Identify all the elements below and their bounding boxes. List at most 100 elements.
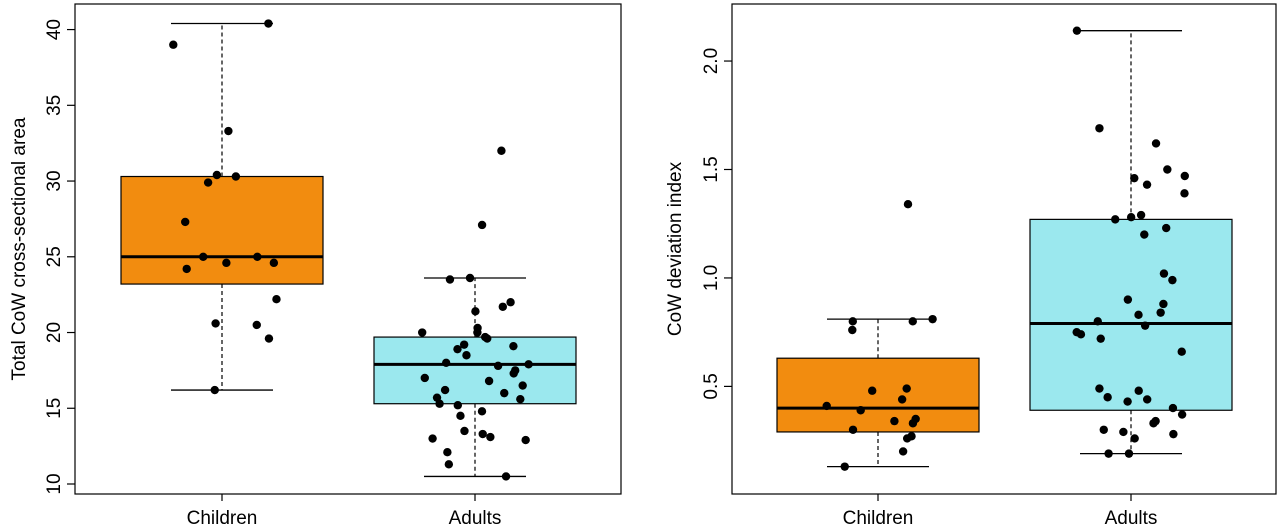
y-tick-label: 1.0 xyxy=(701,265,722,291)
y-tick-label: 40 xyxy=(44,19,65,40)
y-tick-label: 30 xyxy=(44,170,65,191)
data-point xyxy=(203,178,213,187)
data-point xyxy=(1093,317,1102,326)
data-point xyxy=(477,407,487,416)
data-point xyxy=(252,320,261,330)
x-tick-label: Children xyxy=(187,508,258,529)
data-point xyxy=(453,344,462,354)
data-point xyxy=(420,373,429,383)
box-children xyxy=(120,175,324,285)
data-point xyxy=(848,317,857,326)
data-point xyxy=(1151,139,1161,148)
x-tick-label: Adults xyxy=(449,508,502,529)
data-point xyxy=(497,146,506,155)
data-point xyxy=(498,302,508,311)
data-point xyxy=(224,126,233,136)
data-point xyxy=(1177,410,1187,419)
data-point xyxy=(456,411,465,421)
data-point xyxy=(501,472,511,481)
data-point xyxy=(1095,384,1104,393)
data-point xyxy=(902,384,911,393)
y-tick-label: 0.5 xyxy=(701,373,722,399)
data-point xyxy=(1142,395,1152,404)
y-tick-label: 10 xyxy=(44,473,65,494)
data-point xyxy=(253,252,262,261)
data-point xyxy=(1159,269,1169,278)
data-point xyxy=(169,40,178,49)
y-tick-label: 1.5 xyxy=(701,156,722,182)
data-point xyxy=(908,317,917,326)
data-point xyxy=(1162,223,1171,233)
data-point xyxy=(441,358,451,368)
data-point xyxy=(902,434,912,443)
data-point xyxy=(506,298,515,307)
data-point xyxy=(1130,434,1139,443)
data-point xyxy=(897,395,907,404)
y-tick-label: 2.0 xyxy=(701,48,722,74)
data-point xyxy=(1180,171,1189,181)
panel-deviation-index: 0.5 1.0 1.5 2.0 CoW deviation index Children A… xyxy=(665,3,1277,529)
data-point xyxy=(1180,189,1189,198)
data-point xyxy=(478,429,487,439)
data-point xyxy=(199,252,208,261)
data-point xyxy=(211,319,220,328)
data-point xyxy=(428,434,437,443)
data-point xyxy=(822,401,831,411)
data-point xyxy=(1104,449,1113,458)
data-point xyxy=(1126,213,1136,222)
data-point xyxy=(1076,330,1086,339)
data-point xyxy=(509,369,518,378)
data-point xyxy=(509,341,518,351)
data-point xyxy=(521,435,530,445)
data-point xyxy=(222,258,231,268)
data-point xyxy=(417,328,427,337)
data-point xyxy=(1072,26,1082,35)
data-point xyxy=(1169,429,1178,439)
data-point xyxy=(483,334,492,343)
data-point xyxy=(1096,334,1105,343)
data-point xyxy=(231,172,241,181)
data-point xyxy=(473,328,482,337)
data-point xyxy=(1099,425,1108,434)
data-point xyxy=(435,399,444,408)
data-point xyxy=(445,275,455,284)
data-point xyxy=(493,361,503,371)
data-point xyxy=(1156,308,1165,317)
box-adults xyxy=(373,336,577,405)
y-axis-title: Total CoW cross-sectional area xyxy=(9,117,30,380)
data-point xyxy=(444,460,454,469)
data-point xyxy=(1111,215,1120,224)
data-point xyxy=(840,462,849,471)
data-point xyxy=(440,385,450,395)
data-point xyxy=(1103,393,1112,402)
data-point xyxy=(1134,386,1143,395)
data-point xyxy=(1134,310,1143,320)
data-point xyxy=(484,376,494,386)
data-point xyxy=(928,314,937,324)
data-point xyxy=(465,273,475,283)
data-point xyxy=(272,295,281,304)
data-point xyxy=(269,258,279,268)
data-point xyxy=(471,307,480,316)
data-point xyxy=(524,360,533,369)
data-point xyxy=(459,340,469,349)
data-point xyxy=(1123,295,1133,304)
data-point xyxy=(181,217,190,227)
x-tick-label: Adults xyxy=(1105,508,1158,529)
data-point xyxy=(486,432,495,442)
box-adults xyxy=(1029,218,1233,411)
plot-frame xyxy=(731,3,1277,495)
data-point xyxy=(212,170,222,180)
data-point xyxy=(908,419,918,428)
data-point xyxy=(1136,210,1146,220)
data-point xyxy=(903,199,913,209)
panel-total-area: 10 15 20 25 30 35 40 Total CoW cross-sectional … xyxy=(9,3,622,529)
y-tick-label: 25 xyxy=(44,246,65,267)
data-point xyxy=(1095,124,1104,133)
data-point xyxy=(890,416,899,426)
plot-frame xyxy=(74,3,622,495)
y-tick-label: 15 xyxy=(44,398,65,419)
data-point xyxy=(848,425,858,434)
data-point xyxy=(1142,180,1152,189)
